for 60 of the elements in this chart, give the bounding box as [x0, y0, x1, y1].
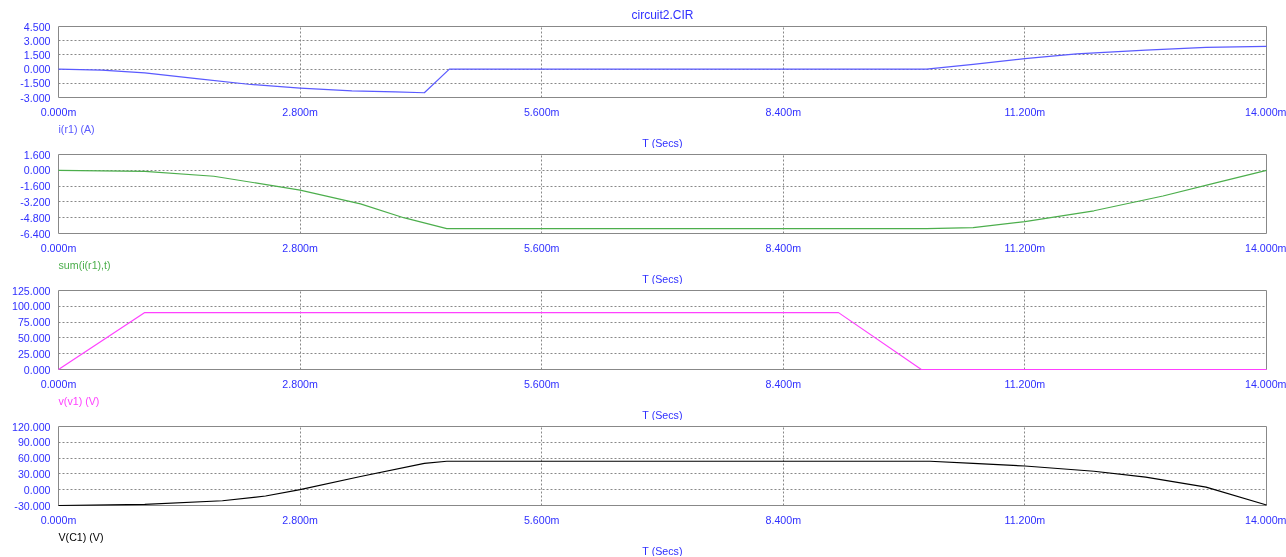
x-axis-title: T (Secs) [642, 544, 683, 557]
x-tick-label: 5.600m [523, 105, 560, 118]
x-tick-label: 5.600m [523, 241, 560, 254]
y-tick-label: -1.600 [20, 180, 51, 193]
y-tick-label: 120.000 [11, 420, 51, 433]
text: V(C1) (V) [58, 530, 104, 543]
y-tick-label: 0.000 [23, 483, 51, 496]
x-tick-label: 0.000m [40, 105, 77, 118]
text: v(v1) (V) [58, 394, 100, 407]
x-tick-label: 14.000m [1245, 377, 1286, 390]
text: sum(i(r1),t) [58, 258, 111, 271]
y-tick-label: 100.000 [11, 300, 51, 313]
line-series [57, 45, 1268, 94]
x-tick-label: 11.200m [1004, 105, 1046, 118]
y-tick-label: 1.600 [23, 148, 51, 161]
y-tick-label: 0.000 [23, 63, 51, 76]
x-axis-title: T (Secs) [642, 408, 683, 421]
x-tick-label: 14.000m [1245, 105, 1286, 118]
x-tick-label: 0.000m [40, 377, 77, 390]
x-tick-label: 2.800m [282, 377, 318, 390]
y-tick-label: -3.200 [20, 195, 51, 208]
x-tick-label: 8.400m [765, 513, 802, 526]
x-axis-title: T (Secs) [642, 272, 683, 285]
y-tick-label: 30.000 [17, 467, 51, 480]
x-tick-label: 11.200m [1004, 241, 1046, 254]
y-tick-label: 0.000 [23, 363, 51, 376]
y-tick-label: -30.000 [14, 499, 51, 512]
y-tick-label: -4.800 [20, 211, 51, 224]
x-tick-label: 0.000m [40, 241, 77, 254]
y-tick-label: 3.000 [23, 34, 51, 47]
x-tick-label: 5.600m [523, 377, 560, 390]
y-tick-label: 4.500 [23, 20, 51, 33]
y-tick-label: 60.000 [17, 452, 51, 465]
x-tick-label: 11.200m [1004, 513, 1046, 526]
x-tick-label: 14.000m [1245, 241, 1286, 254]
y-tick-label: -6.400 [20, 227, 51, 240]
x-tick-label: 2.800m [282, 241, 318, 254]
y-tick-label: 125.000 [11, 284, 51, 297]
x-tick-label: 8.400m [765, 377, 802, 390]
x-tick-label: 8.400m [765, 105, 802, 118]
x-tick-label: 0.000m [40, 513, 77, 526]
y-tick-label: 1.500 [23, 48, 51, 61]
line-series [57, 460, 1268, 507]
y-tick-label: -1.500 [20, 77, 51, 90]
text: i(r1) (A) [58, 122, 95, 135]
x-tick-label: 2.800m [282, 513, 318, 526]
y-tick-label: 75.000 [17, 316, 51, 329]
x-tick-label: 5.600m [523, 513, 560, 526]
x-tick-label: 2.800m [282, 105, 318, 118]
chart-title: circuit2.CIR [631, 7, 694, 22]
x-axis-title: T (Secs) [642, 136, 683, 149]
x-tick-label: 8.400m [765, 241, 802, 254]
line-series [57, 169, 1268, 230]
y-tick-label: 0.000 [23, 164, 51, 177]
y-tick-label: 90.000 [17, 436, 51, 449]
y-tick-label: 50.000 [17, 331, 51, 344]
y-tick-label: 25.000 [17, 347, 51, 360]
y-tick-label: -3.000 [20, 91, 51, 104]
x-tick-label: 11.200m [1004, 377, 1046, 390]
x-tick-label: 14.000m [1245, 513, 1286, 526]
